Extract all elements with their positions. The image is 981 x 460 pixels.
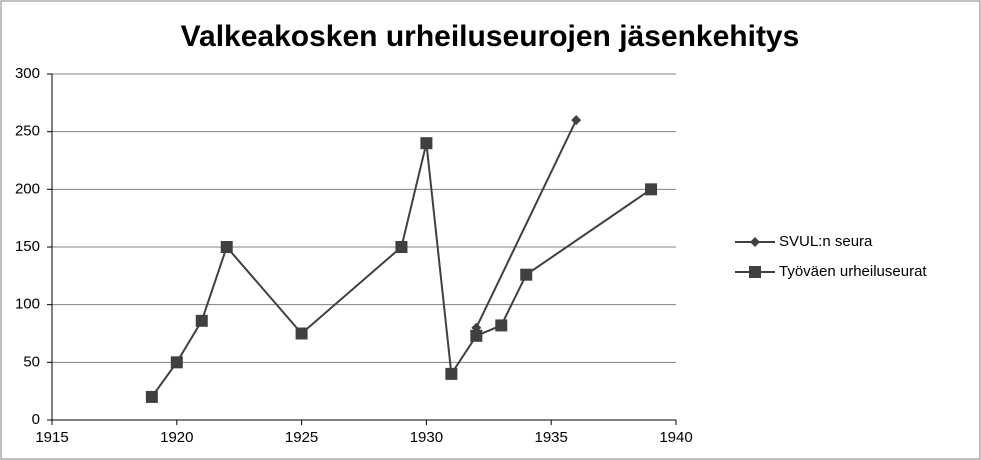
marker	[495, 319, 508, 332]
y-tick-label: 300	[15, 65, 40, 82]
series-line	[151, 142, 652, 398]
x-tick-label: 1920	[160, 429, 193, 446]
y-tick-label: 50	[23, 353, 40, 370]
x-tick-label: 1930	[410, 429, 443, 446]
marker	[470, 329, 483, 342]
marker	[145, 390, 158, 403]
legend-marker	[750, 237, 760, 247]
marker	[395, 241, 408, 253]
marker	[295, 327, 308, 340]
marker	[170, 356, 183, 369]
y-tick-label: 200	[15, 180, 40, 197]
marker	[445, 367, 458, 380]
series-line	[475, 119, 578, 329]
x-tick-label: 1940	[659, 429, 692, 446]
marker	[420, 137, 433, 150]
legend-marker	[749, 266, 761, 278]
marker	[195, 314, 208, 327]
x-tick-label: 1935	[535, 429, 568, 446]
legend-label: Työväen urheiluseurat	[779, 263, 927, 280]
x-tick-label: 1915	[35, 429, 68, 446]
marker	[220, 241, 233, 253]
legend-label: SVUL:n seura	[779, 233, 873, 250]
x-tick-label: 1925	[285, 429, 318, 446]
marker	[520, 268, 533, 281]
marker	[645, 183, 658, 196]
y-tick-label: 100	[15, 296, 40, 313]
y-tick-label: 0	[32, 411, 40, 428]
y-tick-label: 150	[15, 238, 40, 255]
y-tick-label: 250	[15, 123, 40, 140]
marker	[571, 115, 582, 126]
chart-title: Valkeakosken urheiluseurojen jäsenkehity…	[181, 20, 800, 53]
